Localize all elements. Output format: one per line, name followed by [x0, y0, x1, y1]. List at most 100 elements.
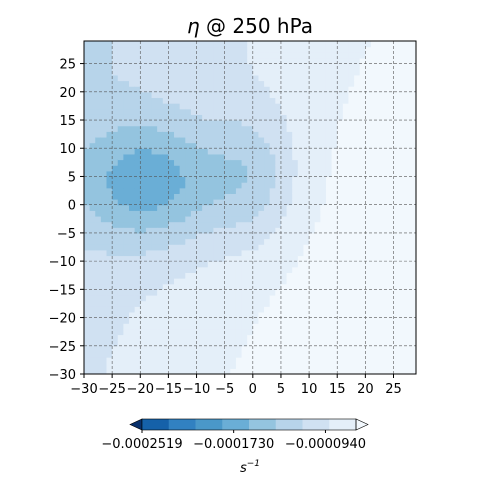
contour-cell	[320, 80, 327, 87]
contour-cell	[376, 204, 383, 211]
contour-cell	[275, 255, 282, 262]
contour-cell	[100, 103, 108, 110]
contour-cell	[359, 368, 366, 374]
contour-cell	[134, 362, 141, 369]
contour-cell	[410, 108, 416, 115]
contour-cell	[258, 272, 265, 279]
contour-cell	[123, 86, 130, 93]
contour-cell	[235, 193, 243, 200]
contour-cell	[213, 323, 220, 330]
contour-cell	[359, 328, 366, 336]
contour-cell	[387, 334, 395, 341]
contour-cell	[320, 232, 327, 240]
contour-cell	[95, 193, 102, 200]
contour-cell	[325, 86, 333, 93]
contour-cell	[258, 41, 265, 48]
contour-cell	[320, 221, 327, 228]
contour-cell	[168, 215, 175, 223]
contour-cell	[337, 311, 344, 319]
contour-cell	[179, 46, 186, 53]
contour-cell	[129, 249, 136, 257]
contour-cell	[359, 317, 366, 324]
contour-cell	[269, 52, 276, 59]
contour-cell	[309, 351, 316, 358]
contour-cell	[303, 340, 310, 347]
contour-cell	[354, 311, 361, 319]
contour-cell	[123, 238, 130, 245]
contour-cell	[387, 91, 395, 99]
contour-cell	[365, 125, 372, 132]
contour-cell	[207, 357, 215, 364]
contour-cell	[348, 266, 355, 273]
contour-cell	[100, 187, 108, 194]
contour-cell	[331, 323, 338, 330]
contour-cell	[162, 244, 170, 251]
contour-cell	[258, 142, 265, 149]
contour-cell	[280, 114, 288, 121]
contour-cell	[286, 328, 293, 336]
contour-cell	[247, 136, 254, 144]
contour-cell	[162, 80, 170, 87]
contour-cell	[185, 368, 192, 374]
contour-cell	[297, 131, 305, 138]
contour-cell	[196, 294, 203, 302]
contour-cell	[140, 199, 147, 206]
contour-cell	[404, 311, 411, 319]
y-tick-label: 15	[59, 114, 76, 129]
contour-cell	[213, 52, 220, 59]
contour-cell	[393, 97, 400, 104]
contour-cell	[140, 41, 147, 48]
contour-cell	[275, 125, 282, 132]
contour-cell	[258, 306, 265, 313]
contour-cell	[292, 131, 299, 138]
contour-cell	[196, 317, 203, 324]
contour-cell	[280, 278, 288, 285]
contour-cell	[219, 294, 226, 302]
contour-cell	[247, 244, 254, 251]
contour-cell	[89, 148, 96, 155]
contour-cell	[280, 46, 288, 53]
contour-cell	[387, 345, 395, 353]
contour-cell	[213, 261, 220, 268]
contour-cell	[275, 176, 282, 183]
contour-cell	[185, 300, 192, 307]
contour-cell	[410, 249, 416, 257]
contour-cell	[320, 120, 327, 127]
contour-cell	[230, 131, 237, 138]
contour-cell	[292, 357, 299, 364]
contour-cell	[393, 131, 400, 138]
contour-cell	[399, 340, 406, 347]
contour-cell	[325, 148, 333, 155]
contour-cell	[162, 46, 170, 53]
contour-cell	[241, 204, 248, 211]
contour-cell	[235, 278, 243, 285]
contour-cell	[342, 283, 350, 290]
contour-cell	[314, 52, 321, 59]
contour-cell	[129, 86, 136, 93]
contour-cell	[230, 125, 237, 132]
contour-cell	[95, 300, 102, 307]
contour-cell	[297, 108, 305, 115]
contour-cell	[376, 125, 383, 132]
contour-cell	[286, 351, 293, 358]
contour-cell	[309, 159, 316, 166]
contour-cell	[157, 227, 164, 234]
contour-cell	[331, 345, 338, 353]
contour-cell	[224, 261, 231, 268]
contour-cell	[162, 97, 170, 104]
contour-cell	[337, 63, 344, 70]
contour-cell	[151, 323, 158, 330]
contour-cell	[106, 46, 113, 53]
contour-cell	[297, 91, 305, 99]
contour-cell	[258, 334, 265, 341]
contour-cell	[84, 283, 91, 290]
contour-cell	[320, 306, 327, 313]
contour-cell	[84, 187, 91, 194]
contour-cell	[320, 63, 327, 70]
contour-cell	[84, 351, 91, 358]
contour-cell	[230, 294, 237, 302]
contour-cell	[309, 238, 316, 245]
contour-cell	[252, 193, 260, 200]
contour-cell	[337, 69, 344, 76]
contour-cell	[112, 238, 119, 245]
